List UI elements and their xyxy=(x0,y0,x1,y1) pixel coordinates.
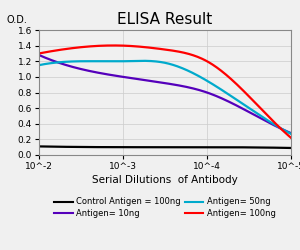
Control Antigen = 100ng xyxy=(191,146,195,149)
Antigen= 100ng xyxy=(266,115,270,118)
Antigen= 10ng xyxy=(266,120,269,123)
Antigen= 100ng xyxy=(187,52,191,56)
Legend: Control Antigen = 100ng, Antigen= 10ng, Antigen= 50ng, Antigen= 100ng: Control Antigen = 100ng, Antigen= 10ng, … xyxy=(51,194,279,221)
Antigen= 50ng xyxy=(188,70,192,73)
Control Antigen = 100ng xyxy=(289,146,293,150)
Antigen= 10ng xyxy=(187,86,191,89)
Antigen= 50ng xyxy=(192,72,196,75)
Antigen= 50ng xyxy=(266,119,270,122)
Antigen= 50ng xyxy=(140,59,144,62)
Antigen= 10ng xyxy=(250,112,253,115)
Antigen= 10ng xyxy=(38,54,42,57)
Antigen= 10ng xyxy=(191,87,195,90)
Control Antigen = 100ng xyxy=(186,146,190,149)
Antigen= 10ng xyxy=(37,54,41,56)
Antigen= 50ng xyxy=(38,64,42,66)
Antigen= 100ng xyxy=(188,53,192,56)
Antigen= 100ng xyxy=(38,52,42,55)
Antigen= 50ng xyxy=(250,109,254,112)
Antigen= 100ng xyxy=(250,98,254,101)
Antigen= 100ng xyxy=(192,54,196,57)
Line: Antigen= 50ng: Antigen= 50ng xyxy=(39,61,291,134)
Control Antigen = 100ng xyxy=(37,145,41,148)
Antigen= 100ng xyxy=(112,44,116,47)
Line: Control Antigen = 100ng: Control Antigen = 100ng xyxy=(39,146,291,148)
Text: O.D.: O.D. xyxy=(6,15,27,25)
Antigen= 10ng xyxy=(186,86,190,89)
Line: Antigen= 100ng: Antigen= 100ng xyxy=(39,46,291,138)
Antigen= 100ng xyxy=(37,52,41,55)
Antigen= 50ng xyxy=(289,132,293,136)
Antigen= 50ng xyxy=(187,70,191,73)
Control Antigen = 100ng xyxy=(38,145,42,148)
Control Antigen = 100ng xyxy=(250,146,253,149)
Antigen= 10ng xyxy=(289,132,293,134)
Antigen= 100ng xyxy=(289,136,293,139)
X-axis label: Serial Dilutions  of Antibody: Serial Dilutions of Antibody xyxy=(92,175,238,185)
Control Antigen = 100ng xyxy=(266,146,269,149)
Title: ELISA Result: ELISA Result xyxy=(117,12,213,28)
Line: Antigen= 10ng: Antigen= 10ng xyxy=(39,55,291,133)
Antigen= 50ng xyxy=(37,64,41,67)
Control Antigen = 100ng xyxy=(187,146,191,149)
